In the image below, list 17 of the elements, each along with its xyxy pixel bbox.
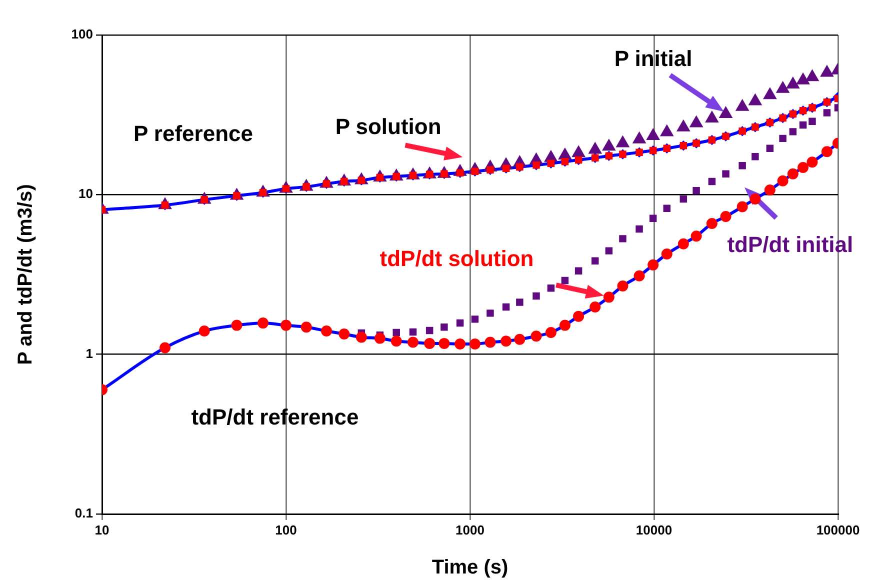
y-axis-title: P and tdP/dt (m3/s) bbox=[14, 184, 37, 365]
x-tick-label: 100000 bbox=[816, 522, 860, 538]
x-tick-label: 10 bbox=[94, 522, 110, 538]
y-tick-label: 100 bbox=[71, 26, 93, 42]
text: tdP/dt initial bbox=[727, 232, 854, 257]
text: tdP/dt reference bbox=[191, 404, 359, 430]
x-tick-label: 100 bbox=[275, 522, 297, 538]
y-tick-label: 1 bbox=[86, 346, 93, 361]
x-tick-label: 1000 bbox=[456, 522, 484, 538]
y-tick-label: 10 bbox=[78, 186, 93, 202]
text: P initial bbox=[614, 46, 692, 71]
y-tick-label: 0.1 bbox=[74, 506, 93, 521]
x-axis-title: Time (s) bbox=[432, 556, 508, 579]
text: tdP/dt solution bbox=[380, 246, 534, 272]
series-label: P solution bbox=[335, 114, 442, 139]
text: P reference bbox=[134, 121, 253, 146]
x-tick-label: 10000 bbox=[636, 522, 672, 538]
